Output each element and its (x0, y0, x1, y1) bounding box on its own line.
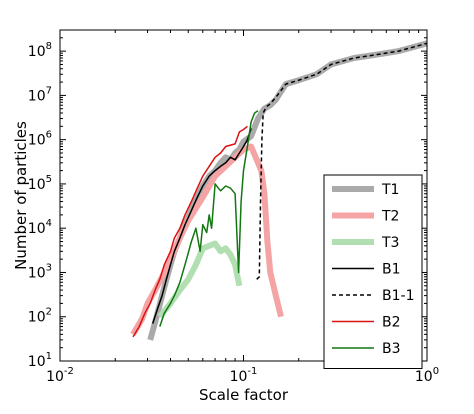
y-tick-label: 106 (28, 130, 52, 149)
series-line-t3 (157, 240, 243, 319)
legend: T1 T2 T3 B1 B1-1 B2 B3 (323, 174, 423, 369)
x-axis-label: Scale factor (199, 386, 289, 404)
ticks-layer: 10-2 10-1 100 101 102 103 104 105 106 107 108 (28, 30, 439, 385)
x-tick-label: 10-2 (46, 366, 74, 385)
series-line-b1-1 (256, 42, 428, 280)
y-tick-label: 101 (28, 351, 52, 370)
series-line-b3 (159, 110, 259, 327)
legend-label-b3: B3 (382, 341, 401, 357)
y-tick-label: 103 (28, 262, 52, 281)
legend-label-t1: T1 (381, 182, 399, 198)
legend-label-b2: B2 (382, 315, 401, 331)
legend-label-b1: B1 (382, 262, 401, 278)
series-line-b2 (132, 125, 248, 338)
legend-label-t3: T3 (381, 235, 399, 251)
x-tick-label: 10-1 (230, 366, 258, 385)
legend-label-b1-1: B1-1 (382, 288, 414, 304)
legend-box (323, 174, 423, 369)
y-axis-label: Number of particles (12, 121, 30, 270)
x-tick-label: 100 (415, 366, 439, 385)
series-layer (130, 40, 428, 341)
y-tick-label: 102 (28, 307, 52, 326)
y-tick-label: 105 (28, 174, 52, 193)
legend-label-t2: T2 (381, 209, 399, 225)
y-tick-label: 104 (28, 218, 52, 237)
series-line-b1 (151, 128, 252, 324)
y-tick-label: 108 (28, 41, 52, 60)
y-tick-label: 107 (28, 85, 52, 104)
